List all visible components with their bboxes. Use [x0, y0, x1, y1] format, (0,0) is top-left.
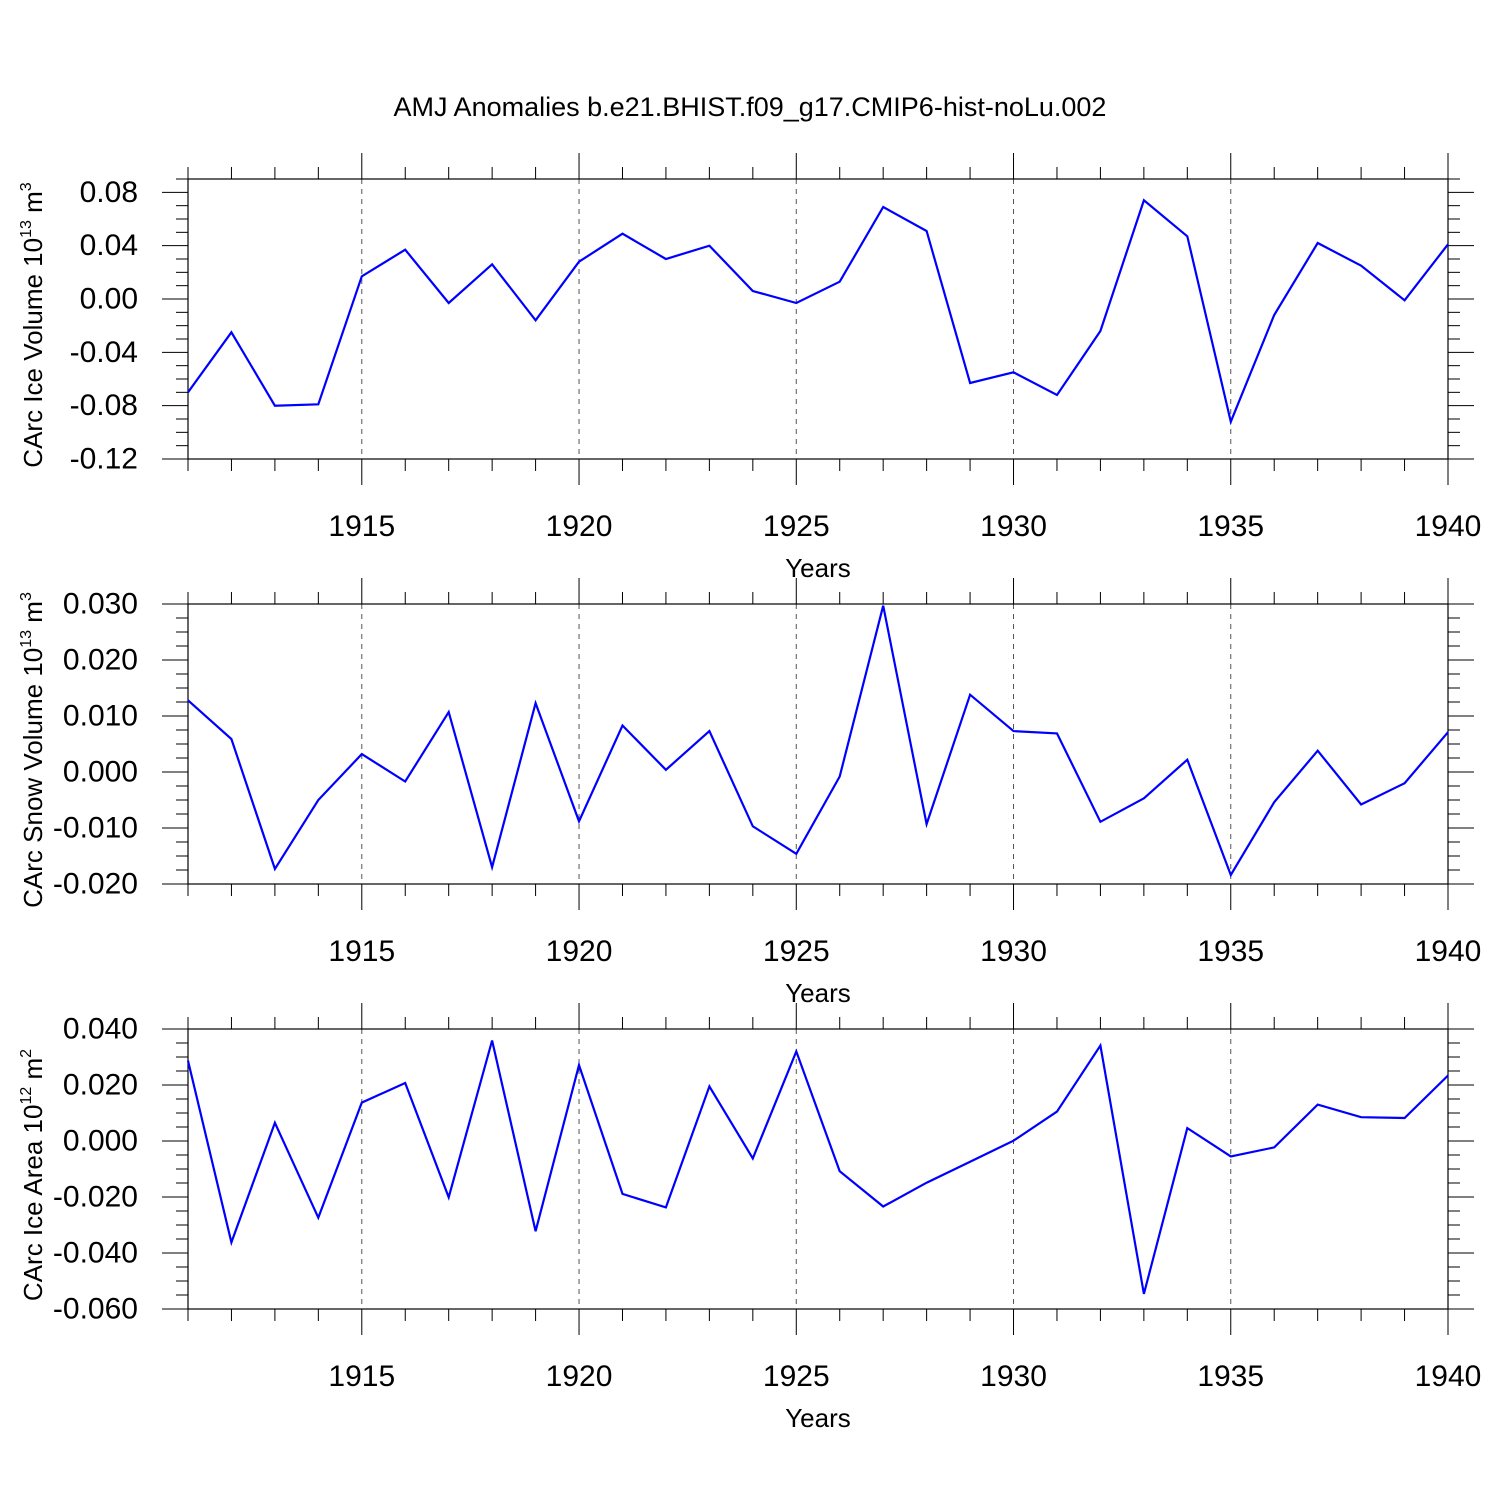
x-tick-label: 1935 [1197, 510, 1264, 543]
y-tick-label: -0.04 [70, 336, 138, 369]
x-tick-label: 1940 [1415, 935, 1482, 968]
panel-1: -0.12 -0.08 -0.04 0.00 0.04 0.08 1915 1920 1925 1… [18, 153, 1481, 583]
series-line [187, 198, 1449, 426]
x-tick-label: 1915 [328, 1360, 395, 1393]
x-tick-label: 1915 [328, 510, 395, 543]
y-tick-label: 0.020 [63, 644, 138, 677]
y-tick-label: -0.020 [53, 1181, 138, 1214]
x-tick-label: 1925 [763, 1360, 830, 1393]
y-tick-label: 0.04 [80, 229, 138, 262]
x-tick-label: 1940 [1415, 1360, 1482, 1393]
y-tick-label: 0.000 [63, 1125, 138, 1158]
x-tick-label: 1915 [328, 935, 395, 968]
y-axis-title: CArc Ice Volume 1013 m3 [18, 182, 48, 467]
x-tick-label: 1920 [546, 510, 613, 543]
plot-frame [187, 1028, 1449, 1310]
plot-frame [187, 178, 1449, 460]
series-line [187, 605, 1449, 878]
panel-3: -0.060 -0.040 -0.020 0.000 0.020 0.040 1915 192… [18, 1003, 1481, 1433]
x-tick-label: 1930 [980, 935, 1047, 968]
y-tick-label: 0.000 [63, 756, 138, 789]
panel-2: -0.020 -0.010 0.000 0.010 0.020 0.030 1915 1920… [18, 578, 1481, 1008]
x-tick-label: 1925 [763, 935, 830, 968]
x-tick-label: 1925 [763, 510, 830, 543]
y-tick-label: 0.020 [63, 1069, 138, 1102]
y-tick-label: 0.08 [80, 176, 138, 209]
y-axis-title: CArc Snow Volume 1013 m3 [18, 592, 48, 908]
y-tick-label: -0.040 [53, 1237, 138, 1270]
x-tick-label: 1930 [980, 1360, 1047, 1393]
panels-group: -0.12 -0.08 -0.04 0.00 0.04 0.08 1915 1920 1925 1… [18, 153, 1481, 1433]
x-tick-label: 1930 [980, 510, 1047, 543]
x-tick-label: 1920 [546, 1360, 613, 1393]
y-tick-label: 0.040 [63, 1013, 138, 1046]
y-tick-label: -0.08 [70, 389, 138, 422]
x-tick-label: 1940 [1415, 510, 1482, 543]
x-axis-title: Years [785, 553, 851, 583]
y-tick-label: 0.00 [80, 283, 138, 316]
x-tick-label: 1920 [546, 935, 613, 968]
y-tick-label: -0.12 [70, 443, 138, 476]
y-tick-label: -0.010 [53, 812, 138, 845]
y-tick-label: -0.020 [53, 868, 138, 901]
y-tick-label: 0.030 [63, 588, 138, 621]
chart-title: AMJ Anomalies b.e21.BHIST.f09_g17.CMIP6-… [394, 92, 1107, 122]
x-tick-label: 1935 [1197, 1360, 1264, 1393]
y-axis-title: CArc Ice Area 1012 m2 [18, 1049, 48, 1301]
x-axis-title: Years [785, 1403, 851, 1433]
y-tick-label: 0.010 [63, 700, 138, 733]
series-line [186, 1040, 1449, 1295]
x-axis-title: Years [785, 978, 851, 1008]
y-tick-label: -0.060 [53, 1293, 138, 1326]
x-tick-label: 1935 [1197, 935, 1264, 968]
plot-frame [187, 603, 1449, 885]
